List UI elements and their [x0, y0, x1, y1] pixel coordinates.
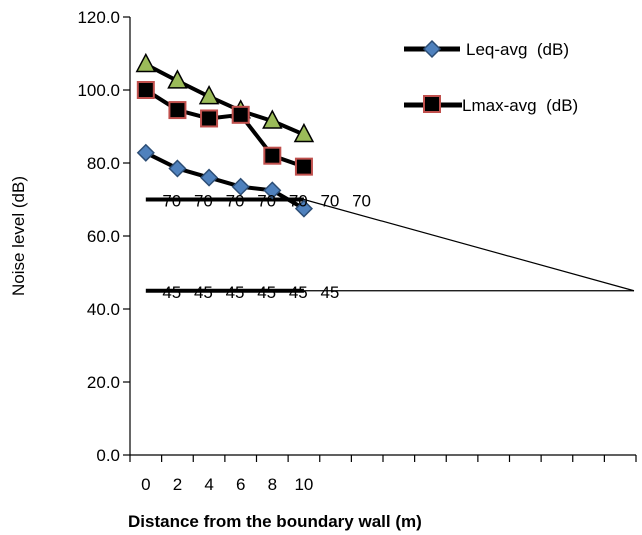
- series-line-2: [144, 62, 305, 137]
- data-label: 70: [257, 192, 276, 211]
- data-label: 45: [257, 283, 276, 302]
- y-tick-label: 20.0: [87, 373, 120, 392]
- marker-triangle: [135, 52, 157, 73]
- marker-triangle: [167, 69, 188, 89]
- data-label: 70: [289, 192, 308, 211]
- marker-diamond: [263, 181, 282, 200]
- x-tick-label: 10: [294, 475, 313, 494]
- legend-marker-square: [423, 95, 441, 113]
- marker-square: [294, 157, 313, 176]
- marker-square: [263, 146, 282, 165]
- y-tick-label: 100.0: [77, 81, 120, 100]
- marker-square: [168, 101, 187, 120]
- marker-diamond: [231, 177, 250, 196]
- y-axis-title: Noise level (dB): [9, 176, 28, 296]
- y-tick-labels: 0.0 20.0 40.0 60.0 80.0 100.0 120.0: [77, 8, 120, 465]
- marker-square: [231, 105, 250, 124]
- trend-line-upper: [303, 198, 635, 292]
- marker-diamond: [294, 199, 313, 218]
- marker-diamond: [136, 143, 155, 162]
- marker-triangle: [293, 122, 315, 143]
- legend-item-lmax: Lmax-avg (dB): [404, 95, 578, 115]
- x-tick-label: 6: [236, 475, 245, 494]
- marker-triangle: [262, 109, 283, 129]
- y-tick-label: 0.0: [96, 446, 120, 465]
- y-tick-label: 40.0: [87, 300, 120, 319]
- marker-triangle: [198, 84, 220, 105]
- axes: [123, 16, 637, 462]
- legend-marker-diamond: [422, 39, 442, 59]
- x-tick-label: 8: [268, 475, 277, 494]
- x-tick-label: 4: [204, 475, 213, 494]
- reference-lines: [145, 197, 635, 293]
- data-label: 45: [194, 283, 213, 302]
- marker-diamond: [200, 168, 219, 187]
- legend: Leq-avg (dB) Lmax-avg (dB): [404, 39, 578, 115]
- x-axis-title: Distance from the boundary wall (m): [128, 512, 422, 531]
- legend-item-leq: Leq-avg (dB): [404, 39, 569, 59]
- marker-diamond: [168, 159, 187, 178]
- y-tick-label: 120.0: [77, 8, 120, 27]
- series-group: [135, 52, 315, 218]
- data-label: 70: [194, 192, 213, 211]
- data-labels: 70 70 70 70 70 70 70 45 45 45 45 45 45: [162, 192, 371, 302]
- marker-square: [136, 81, 155, 99]
- data-label: 45: [320, 283, 339, 302]
- x-tick-label: 0: [141, 475, 150, 494]
- legend-label-lmax: Lmax-avg (dB): [462, 96, 578, 115]
- data-label: 45: [289, 283, 308, 302]
- data-label: 70: [162, 192, 181, 211]
- data-label: 70: [320, 192, 339, 211]
- y-tick-label: 60.0: [87, 227, 120, 246]
- data-label: 45: [226, 283, 245, 302]
- data-label: 45: [162, 283, 181, 302]
- x-tick-labels: 0 2 4 6 8 10: [141, 475, 313, 494]
- data-label: 70: [226, 192, 245, 211]
- marker-square: [200, 109, 219, 128]
- x-tick-label: 2: [173, 475, 182, 494]
- data-label: 70: [352, 192, 371, 211]
- legend-label-leq: Leq-avg (dB): [466, 40, 569, 59]
- y-tick-label: 80.0: [87, 154, 120, 173]
